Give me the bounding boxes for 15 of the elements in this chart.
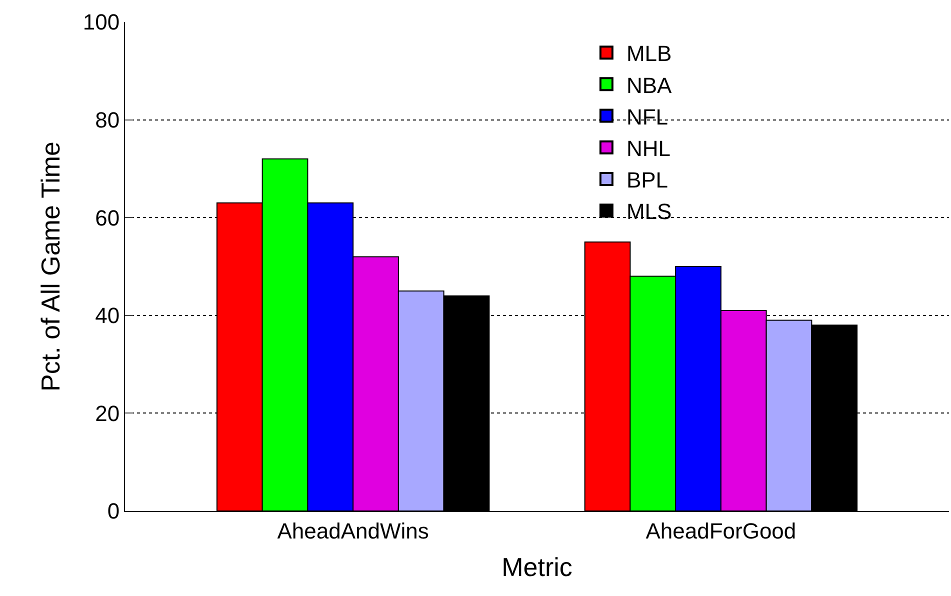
y-tick-label: 100 — [82, 10, 120, 35]
legend-label: NHL — [626, 136, 670, 161]
x-tick-label: AheadForGood — [646, 518, 796, 544]
y-axis-title: Pct. of All Game Time — [35, 142, 66, 392]
x-axis-title: Metric — [502, 552, 572, 582]
legend-label: MLB — [626, 41, 672, 66]
y-tick-label: 60 — [95, 205, 120, 230]
x-tick-label: AheadAndWins — [277, 518, 429, 544]
y-tick-label: 80 — [95, 108, 120, 132]
legend-label: NFL — [626, 104, 668, 130]
y-tick-label: 20 — [95, 400, 120, 426]
legend-label: BPL — [626, 168, 668, 193]
legend-label: NBA — [626, 72, 672, 98]
y-tick-label: 40 — [95, 303, 120, 328]
y-tick-label: 0 — [107, 498, 120, 524]
